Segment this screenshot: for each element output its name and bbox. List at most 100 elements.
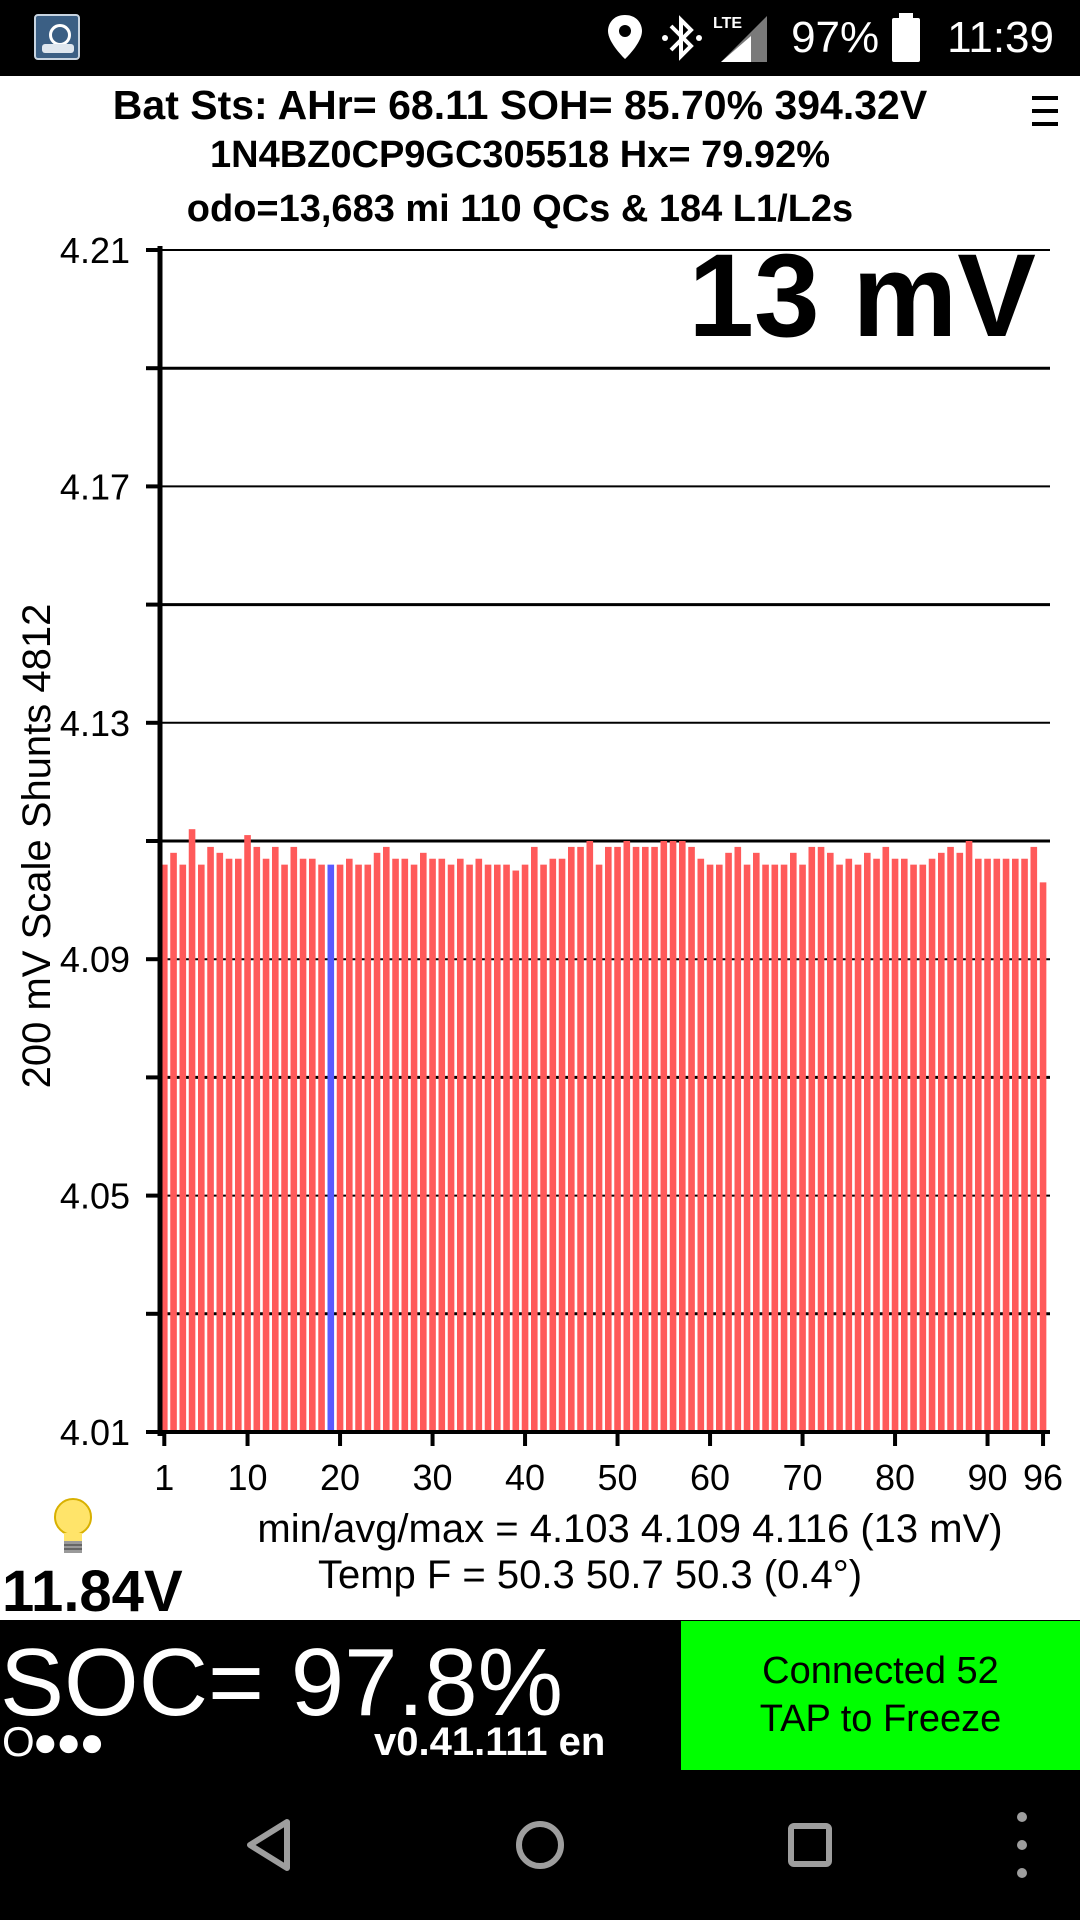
connection-status: Connected 52 — [762, 1650, 999, 1692]
bar — [651, 846, 658, 1432]
navigation-bar — [0, 1770, 1080, 1920]
y-tick-labels: 4.21 4.17 4.13 4.09 4.05 4.01 — [60, 236, 130, 1453]
bar — [568, 846, 575, 1432]
x-tick-label: 20 — [320, 1457, 360, 1498]
lte-label: LTE — [713, 15, 742, 32]
bar — [753, 852, 760, 1432]
vin-line: 1N4BZ0CP9GC305518 Hx= 79.92% — [210, 134, 830, 176]
leafspy-app-icon — [34, 14, 80, 60]
battery-status-line: Bat Sts: AHr= 68.11 SOH= 85.70% 394.32V — [112, 82, 928, 128]
bar — [928, 858, 936, 1432]
bar — [632, 846, 640, 1432]
bar — [901, 858, 908, 1432]
bar — [262, 858, 270, 1432]
x-tick-label: 80 — [875, 1457, 915, 1498]
x-tick-label: 96 — [1023, 1457, 1063, 1498]
overflow-icon[interactable] — [970, 1770, 1070, 1920]
bar — [281, 864, 288, 1432]
bar — [503, 864, 510, 1432]
bar — [355, 864, 362, 1432]
bar — [383, 846, 390, 1432]
app-version: v0.41.111 en — [374, 1720, 606, 1764]
bar — [1039, 882, 1047, 1432]
bar — [993, 858, 1001, 1432]
x-tick-label: 30 — [413, 1457, 453, 1498]
bar — [716, 864, 723, 1432]
bar — [836, 864, 843, 1432]
bar — [512, 870, 520, 1432]
bar — [688, 846, 695, 1432]
bar — [253, 846, 261, 1432]
bar — [595, 864, 603, 1432]
status-bar: LTE 97% 11:39 — [0, 0, 1080, 76]
bar — [817, 846, 825, 1432]
bar — [725, 852, 732, 1432]
bar — [771, 864, 779, 1432]
x-tick-label: 1 — [154, 1457, 174, 1498]
x-tick-label: 60 — [690, 1457, 730, 1498]
bar — [577, 846, 584, 1432]
bar — [364, 864, 372, 1432]
x-tick-label: 50 — [598, 1457, 638, 1498]
aux-battery-voltage: 11.84V — [2, 1559, 183, 1624]
bar — [956, 852, 964, 1432]
bar — [965, 841, 973, 1432]
x-tick-label: 90 — [968, 1457, 1008, 1498]
bar — [642, 846, 649, 1432]
bar — [845, 858, 853, 1432]
location-icon — [608, 15, 643, 59]
bar — [521, 864, 529, 1432]
y-axis-label: 200 mV Scale Shunts 4812 — [15, 604, 59, 1089]
bar — [660, 841, 668, 1432]
tap-to-freeze-label: TAP to Freeze — [759, 1698, 1002, 1740]
bar — [919, 864, 927, 1432]
lightbulb-icon[interactable] — [48, 1496, 98, 1558]
bar — [290, 846, 298, 1432]
bar — [614, 846, 621, 1432]
bar — [910, 864, 917, 1432]
hamburger-menu-icon[interactable] — [1032, 96, 1058, 130]
x-tick-label: 40 — [505, 1457, 545, 1498]
back-icon[interactable] — [215, 1770, 325, 1920]
recents-icon[interactable] — [755, 1770, 865, 1920]
bar — [882, 846, 890, 1432]
bar — [864, 852, 871, 1432]
bar — [734, 846, 742, 1432]
bar — [466, 864, 473, 1432]
bar — [799, 864, 806, 1432]
bar — [586, 841, 594, 1432]
bar — [457, 858, 464, 1432]
bar — [790, 852, 797, 1432]
bar — [531, 846, 538, 1432]
bar — [179, 864, 187, 1432]
bar — [401, 858, 409, 1432]
bar — [540, 864, 547, 1432]
odometer-line: odo=13,683 mi 110 QCs & 184 L1/L2s — [186, 188, 854, 230]
bar — [762, 864, 769, 1432]
battery-percent: 97% — [791, 13, 880, 62]
bar — [170, 852, 177, 1432]
bar — [549, 858, 557, 1432]
status-dots: O●●● — [2, 1718, 105, 1765]
bar — [1021, 858, 1028, 1432]
clock: 11:39 — [947, 13, 1054, 62]
bar — [743, 864, 751, 1432]
bar — [447, 864, 455, 1432]
bluetooth-icon — [662, 15, 703, 61]
bar — [1002, 858, 1010, 1432]
bar — [623, 841, 631, 1432]
bar — [161, 864, 168, 1432]
y-tick-label: 4.17 — [60, 466, 130, 507]
cell-voltage-chart[interactable]: 4.21 4.17 4.13 4.09 4.05 4.01 1 10 20 30 40 50 60 70… — [0, 236, 1080, 1506]
min-avg-max-line: min/avg/max = 4.103 4.109 4.116 (13 mV) — [257, 1507, 1003, 1551]
connection-freeze-button[interactable]: Connected 52 TAP to Freeze — [681, 1621, 1080, 1770]
bar — [188, 829, 196, 1432]
home-icon[interactable] — [485, 1770, 595, 1920]
bar — [558, 858, 566, 1432]
bar — [244, 835, 251, 1432]
bar — [410, 864, 418, 1432]
bar — [318, 864, 325, 1432]
battery-status-header[interactable]: Bat Sts: AHr= 68.11 SOH= 85.70% 394.32V … — [0, 76, 1080, 236]
bar — [438, 858, 446, 1432]
x-tick-labels: 1 10 20 30 40 50 60 70 80 90 96 — [154, 1457, 1063, 1498]
